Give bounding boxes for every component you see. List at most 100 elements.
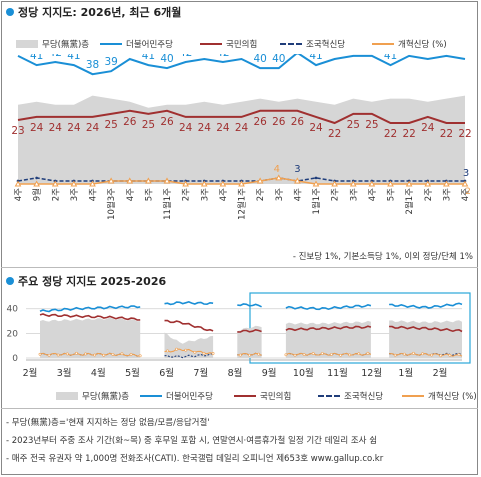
legend-swatch-undecided xyxy=(16,40,38,48)
chart1-label-democratic: 43 xyxy=(235,54,248,56)
chart1-point-reform xyxy=(312,180,320,187)
chart1-title: 정당 지지도: 2026년, 최근 6개월 xyxy=(18,6,182,19)
chart2-xtick-label: 7월 xyxy=(193,367,208,379)
chart2-point-reform xyxy=(339,353,342,357)
bullet-dot-icon xyxy=(6,277,14,285)
chart2-point-reform xyxy=(166,349,169,353)
legend-swatch-rebuilding xyxy=(280,43,302,45)
bullet-dot-icon xyxy=(6,8,14,16)
chart1-label-democratic: 41 xyxy=(142,54,155,62)
legend-swatch-democratic xyxy=(100,43,122,45)
chart2-point-reform xyxy=(393,353,397,357)
chart1-label-ppp: 24 xyxy=(198,122,212,134)
chart1-tick-label: 4주 xyxy=(89,188,99,201)
chart2-point-reform xyxy=(84,352,87,356)
chart1-tick-label: 2주 xyxy=(331,188,341,201)
chart2-point-reform xyxy=(302,353,306,356)
chart1-label-ppp: 25 xyxy=(347,119,360,131)
chart2-point-reform xyxy=(65,352,69,356)
chart1-point-reform xyxy=(424,180,432,187)
chart1-plot: 4441424138394341404243424340404541434444… xyxy=(11,54,472,220)
chart1-point-reform xyxy=(163,177,171,184)
chart2-point-reform xyxy=(330,353,333,356)
legend-item-democratic: 더불어민주당 xyxy=(100,38,173,50)
chart1-label-democratic: 43 xyxy=(198,54,211,56)
chart1-label-ppp: 23 xyxy=(11,125,24,137)
chart1-note: - 진보당 1%, 기본소득당 1%, 이외 정당/단체 1% xyxy=(292,252,473,262)
legend-swatch-ppp xyxy=(200,43,222,45)
chart2-ytick-label: 0 xyxy=(12,354,18,364)
footnote-1: - 무당(無黨)층='현재 지지하는 정당 없음/모름/응답거절' xyxy=(6,418,210,428)
chart1-point-rebuilding xyxy=(35,176,38,180)
chart2-point-reform xyxy=(439,354,443,358)
chart2-point-reform xyxy=(412,351,415,355)
legend2-swatch-rebuilding xyxy=(318,395,340,397)
legend-item-ppp: 국민의힘 xyxy=(200,38,257,50)
chart1-point-reform xyxy=(126,177,134,184)
chart2-point-reform xyxy=(75,351,78,355)
chart1-tick-label: 2월1주 xyxy=(404,188,415,215)
chart2-point-reform xyxy=(238,353,242,357)
chart1-label-democratic: 42 xyxy=(179,54,192,59)
chart1-tick-label: 2주 xyxy=(424,188,434,201)
chart1-label-reform: 2 xyxy=(465,187,471,197)
chart1-label-democratic: 41 xyxy=(309,54,322,62)
chart2-ytick-label: 40 xyxy=(7,305,19,315)
chart2-line-ppp xyxy=(39,313,463,333)
chart2-xtick-label: 5월 xyxy=(125,367,140,379)
legend2-item-democratic: 더불어민주당 xyxy=(140,390,213,402)
chart2-point-reform xyxy=(366,351,370,355)
chart1-point-reform xyxy=(200,180,208,187)
chart1-label-ppp: 24 xyxy=(235,122,249,134)
legend2-item-rebuilding: 조국혁신당 xyxy=(318,390,383,402)
chart2-xtick-label: 2월 xyxy=(23,367,38,379)
chart1-tick-label: 4주 xyxy=(14,188,24,201)
legend2-item-undecided: 무당(無黨)층 xyxy=(56,390,129,402)
chart2-point-reform xyxy=(175,347,179,351)
chart2-xtick-label: 10월 xyxy=(293,367,314,379)
chart2-point-reform xyxy=(102,353,106,357)
chart2-point-reform xyxy=(257,352,260,356)
chart1-point-reform xyxy=(405,180,413,187)
legend2-swatch-ppp xyxy=(234,395,256,397)
chart1-tick-label: 4주 xyxy=(219,188,229,201)
chart1-point-reform xyxy=(349,180,357,187)
chart2-xtick-label: 2월 xyxy=(433,367,448,379)
legend-item-undecided: 무당(無黨)층 xyxy=(16,38,89,50)
chart1-point-reform xyxy=(443,180,450,187)
chart2-point-reform xyxy=(421,352,424,356)
chart2-title-block: 주요 정당 지지도 2025-2026 xyxy=(6,273,166,289)
chart2-point-reform xyxy=(38,352,42,356)
legend2-swatch-reform xyxy=(402,395,424,397)
chart1-label-ppp: 25 xyxy=(104,119,117,131)
chart1-point-reform xyxy=(219,180,227,187)
chart2-xtick-label: 9월 xyxy=(262,367,277,379)
chart1-tick-label: 4주 xyxy=(126,188,136,201)
chart2-point-reform xyxy=(111,352,115,356)
chart2-legend: 무당(無黨)층 더불어민주당 국민의힘 조국혁신당 개혁신당 (%) xyxy=(56,390,477,402)
chart1-point-reform xyxy=(145,177,152,184)
legend2-swatch-undecided xyxy=(56,392,78,400)
chart1-label-ppp: 24 xyxy=(309,122,323,134)
chart1-label-ppp: 24 xyxy=(67,122,81,134)
chart1-label-ppp: 22 xyxy=(440,128,453,140)
chart2-point-reform xyxy=(47,353,51,357)
chart2-point-reform xyxy=(193,350,197,354)
chart1-label-democratic: 40 xyxy=(253,54,266,65)
chart1-label-rebuilding: 3 xyxy=(294,164,300,175)
section-divider xyxy=(1,267,478,268)
chart1-label-ppp: 22 xyxy=(402,128,415,140)
chart1-label-ppp: 24 xyxy=(179,122,193,134)
chart1-tick-label: 9월 xyxy=(32,188,43,201)
chart1-label-ppp: 24 xyxy=(216,122,230,134)
chart1-label-democratic: 39 xyxy=(104,56,117,68)
chart1-point-reform xyxy=(51,180,59,187)
chart2-highlight-box xyxy=(249,292,471,364)
legend2-item-ppp: 국민의힘 xyxy=(234,390,291,402)
chart1-tick-label: 4주 xyxy=(368,188,378,201)
legend2-label-rebuilding: 조국혁신당 xyxy=(344,392,384,402)
chart2-point-reform xyxy=(320,352,324,355)
legend-swatch-reform xyxy=(372,43,394,45)
chart2-point-reform xyxy=(402,352,406,356)
chart2-ytick-label: 20 xyxy=(7,329,19,339)
